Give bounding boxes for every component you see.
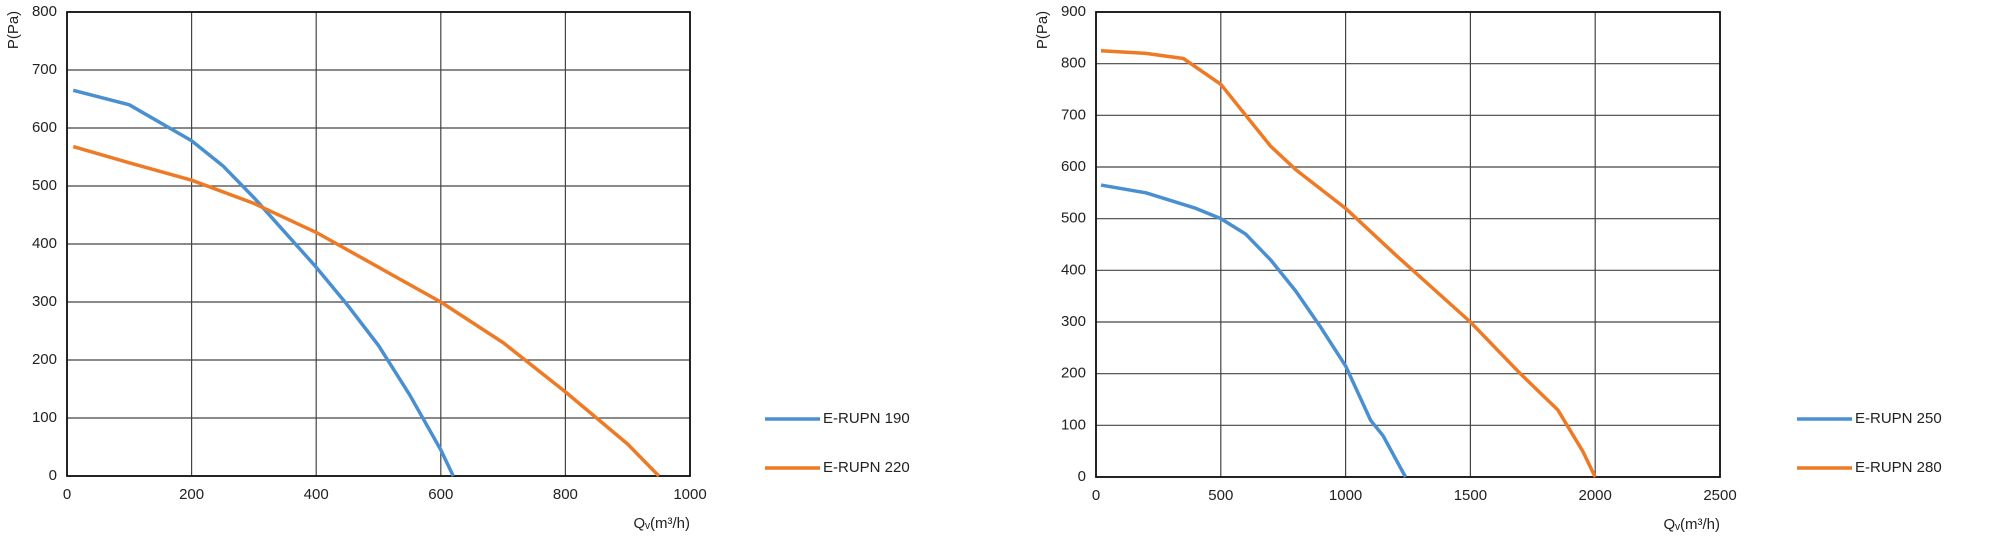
y-tick-label: 800 [32,3,57,20]
legend-label: E-RUPN 250 [1855,410,1942,427]
x-tick-label: 600 [428,486,453,503]
y-tick-label: 300 [32,293,57,310]
x-axis-label: Qᵥ(m³/h) [634,515,690,532]
x-tick-label: 200 [179,486,204,503]
x-tick-label: 400 [304,486,329,503]
y-tick-label: 300 [1061,313,1086,330]
plot-frame [66,11,691,477]
y-axis-label: P(Pa) [1034,11,1051,49]
legend-label: E-RUPN 280 [1855,459,1942,476]
series-line [72,88,455,477]
x-tick-label: 500 [1208,487,1233,504]
x-tick-label: 2500 [1703,487,1736,504]
series-line [1100,49,1597,478]
x-tick-label: 1000 [673,486,706,503]
y-tick-label: 100 [32,409,57,426]
x-tick-label: 1000 [1329,487,1362,504]
x-tick-label: 0 [1092,487,1100,504]
plot-frame [1095,11,1721,478]
legend-label: E-RUPN 220 [823,459,910,476]
y-tick-label: 0 [49,467,57,484]
y-tick-label: 600 [1061,158,1086,175]
x-tick-label: 1500 [1454,487,1487,504]
y-tick-label: 700 [1061,106,1086,123]
x-axis-label: Qᵥ(m³/h) [1664,516,1720,533]
series-line [1100,183,1408,478]
y-tick-label: 100 [1061,416,1086,433]
y-tick-label: 0 [1078,468,1086,485]
y-tick-label: 500 [32,177,57,194]
legend-label: E-RUPN 190 [823,410,910,427]
x-tick-label: 2000 [1579,487,1612,504]
series-line [72,144,661,478]
y-tick-label: 400 [32,235,57,252]
y-axis-label: P(Pa) [5,11,22,49]
y-tick-label: 400 [1061,261,1086,278]
x-tick-label: 800 [553,486,578,503]
y-tick-label: 900 [1061,3,1086,20]
y-tick-label: 600 [32,119,57,136]
y-tick-label: 800 [1061,55,1086,72]
y-tick-label: 500 [1061,210,1086,227]
y-tick-label: 700 [32,61,57,78]
y-tick-label: 200 [1061,365,1086,382]
x-tick-label: 0 [63,486,71,503]
y-tick-label: 200 [32,351,57,368]
